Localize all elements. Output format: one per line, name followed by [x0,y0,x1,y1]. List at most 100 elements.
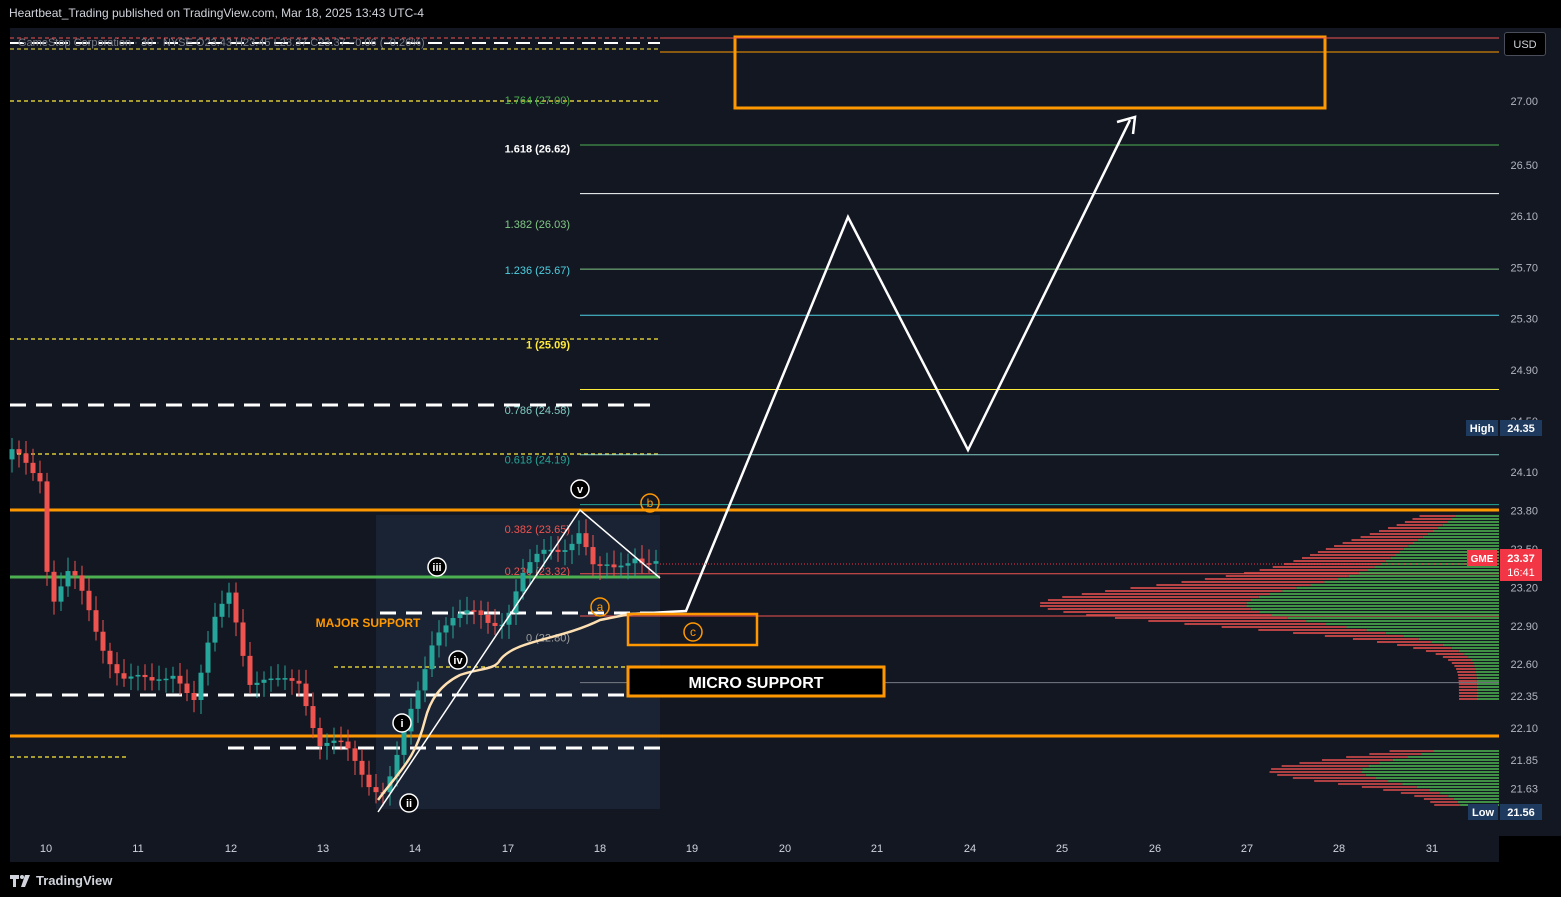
vp-bar-green [1476,680,1499,682]
candles [9,438,659,807]
candle-body [121,673,127,679]
bar-countdown: 16:41 [1507,567,1535,579]
vp-bar-red [1387,527,1438,529]
vp-bar-red [1293,632,1386,634]
vp-bar-red [1458,698,1477,700]
vp-bar-green [1306,620,1499,622]
low-tag-value: 21.56 [1507,807,1535,819]
candle-body [65,571,71,587]
candle-body [485,614,491,623]
candle-body [58,586,64,602]
vp-bar-green [1282,590,1499,592]
vp-bar-red [1105,590,1283,592]
impulse-wave-line [377,508,661,813]
vp-bar-red [1081,593,1270,595]
vp-bar-green [1432,530,1499,532]
current-price-value: 23.37 [1507,553,1535,565]
vp-bar-red [1458,680,1477,682]
projection-arrow-icon [1116,115,1137,135]
vp-bar-green [1379,762,1499,764]
vp-bar-red [1458,677,1477,679]
candle-body [604,564,610,566]
vp-bar-green [1385,560,1499,562]
vp-bar-green [1433,750,1499,752]
vp-bar-green [1375,777,1499,779]
target-zone-box [733,35,1327,110]
candle-body [513,591,519,613]
vp-bar-green [1325,623,1499,625]
vp-bar-green [1246,605,1499,607]
high-value-bg [1500,420,1542,436]
candle-body [282,678,288,680]
candle-body [135,674,141,677]
currency-button[interactable]: USD [1504,32,1546,56]
price-tick-label: 26.50 [1510,160,1538,172]
vp-bar-green [1476,677,1499,679]
candle-body [219,603,225,617]
candle-body [632,558,638,564]
candle-body [450,618,456,626]
candle-body [86,590,92,611]
wave-label-i: i [400,718,403,730]
time-tick-label: 28 [1333,843,1345,855]
vp-bar-green [1408,545,1499,547]
price-tick-label: 22.35 [1510,691,1538,703]
candle-body [555,549,561,552]
vp-bar-green [1429,789,1499,791]
candle-body [331,740,337,743]
vp-bar-red [1400,792,1441,794]
candle-body [338,740,344,743]
vp-bar-red [1293,560,1386,562]
vp-bar-red [1442,656,1469,658]
candle-body [583,533,589,548]
vp-bar-green [1403,635,1499,637]
candle-body [520,572,526,592]
candle-body [324,742,330,746]
vp-bar-green [1473,662,1499,664]
vp-bar-red [1062,596,1259,598]
support-box-c [626,612,759,647]
vp-bar-green [1422,536,1499,538]
vp-bar-red [1454,665,1475,667]
candle-body [653,561,659,564]
candle-body [646,563,652,565]
price-tick-label: 21.85 [1510,755,1538,767]
candle-body [345,741,351,749]
vp-bar-red [1434,804,1461,806]
vp-bar-green [1475,668,1499,670]
micro-support-label: MICRO SUPPORT [688,675,823,692]
vp-bar-red [1414,795,1449,797]
vp-bar-red [1259,569,1368,571]
candle-body [590,547,596,565]
fib-label: 0.618 (24.19) [505,455,570,467]
vp-bar-green [1453,798,1499,800]
vp-bar-green [1385,632,1499,634]
candle-body [177,675,183,684]
vp-bar-green [1457,801,1499,803]
vp-bar-red [1458,689,1477,691]
vp-bar-green [1390,557,1499,559]
high-tag-label: High [1470,423,1495,435]
candle-body [359,760,365,775]
time-tick-label: 27 [1241,843,1253,855]
vp-bar-red [1040,602,1247,604]
candle-body [506,612,512,625]
candle-body [149,677,155,681]
vp-bar-red [1271,768,1363,770]
vp-bar-green [1269,593,1499,595]
vp-bar-red [1435,653,1465,655]
vp-bar-green [1399,551,1499,553]
vp-bar-red [1369,533,1428,535]
time-tick-label: 20 [779,843,791,855]
time-tick-label: 18 [594,843,606,855]
candle-body [16,449,22,454]
vp-bar-red [1086,614,1272,616]
candle-body [212,616,218,643]
vp-bar-green [1271,614,1499,616]
vp-bar-green [1476,686,1499,688]
time-tick-label: 11 [132,843,143,855]
candle-body [576,533,582,544]
vp-bar-green [1437,527,1499,529]
time-tick-label: 21 [871,843,883,855]
